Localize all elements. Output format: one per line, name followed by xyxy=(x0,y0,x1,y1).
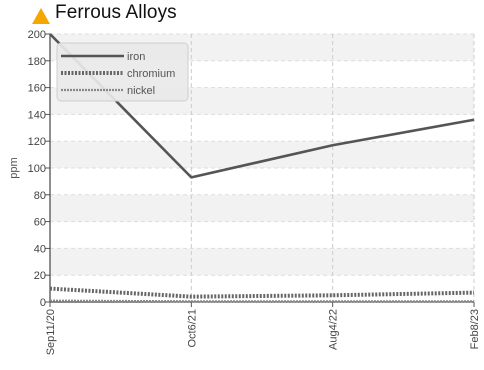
chart-header: Ferrous Alloys xyxy=(31,0,177,26)
plot-band xyxy=(50,221,474,249)
y-tick-label: 60 xyxy=(34,217,46,229)
x-tick-label: Aug4/22 xyxy=(328,309,340,350)
x-tick-label: Sep11/20 xyxy=(45,309,57,355)
y-tick-label: 100 xyxy=(28,163,46,175)
y-tick-label: 200 xyxy=(28,29,46,41)
y-tick-label: 140 xyxy=(28,109,46,121)
legend-label-iron: iron xyxy=(127,51,145,63)
legend-label-nickel: nickel xyxy=(127,85,155,97)
y-tick-label: 40 xyxy=(34,243,46,255)
plot-band xyxy=(50,168,474,195)
warning-triangle-icon xyxy=(32,8,50,24)
series-line-chromium xyxy=(49,286,475,299)
plot-band xyxy=(50,275,474,302)
y-tick-label: 80 xyxy=(34,190,46,202)
series-line-iron xyxy=(49,33,475,179)
y-axis-label: ppm xyxy=(8,157,20,178)
plot-band xyxy=(50,114,474,142)
plot-band xyxy=(50,141,474,168)
plot-band xyxy=(50,248,474,276)
legend-label-chromium: chromium xyxy=(127,68,175,80)
y-tick-label: 180 xyxy=(28,56,46,68)
y-tick-label: 120 xyxy=(28,136,46,148)
x-tick-label: Oct6/21 xyxy=(186,309,198,348)
series-line-nickel xyxy=(49,299,474,303)
x-tick-label: Feb8/23 xyxy=(469,309,481,349)
y-tick-label: 0 xyxy=(40,297,46,309)
plot-band xyxy=(50,194,474,222)
chart-title: Ferrous Alloys xyxy=(55,2,177,23)
y-tick-label: 20 xyxy=(34,270,46,282)
y-tick-label: 160 xyxy=(28,83,46,95)
